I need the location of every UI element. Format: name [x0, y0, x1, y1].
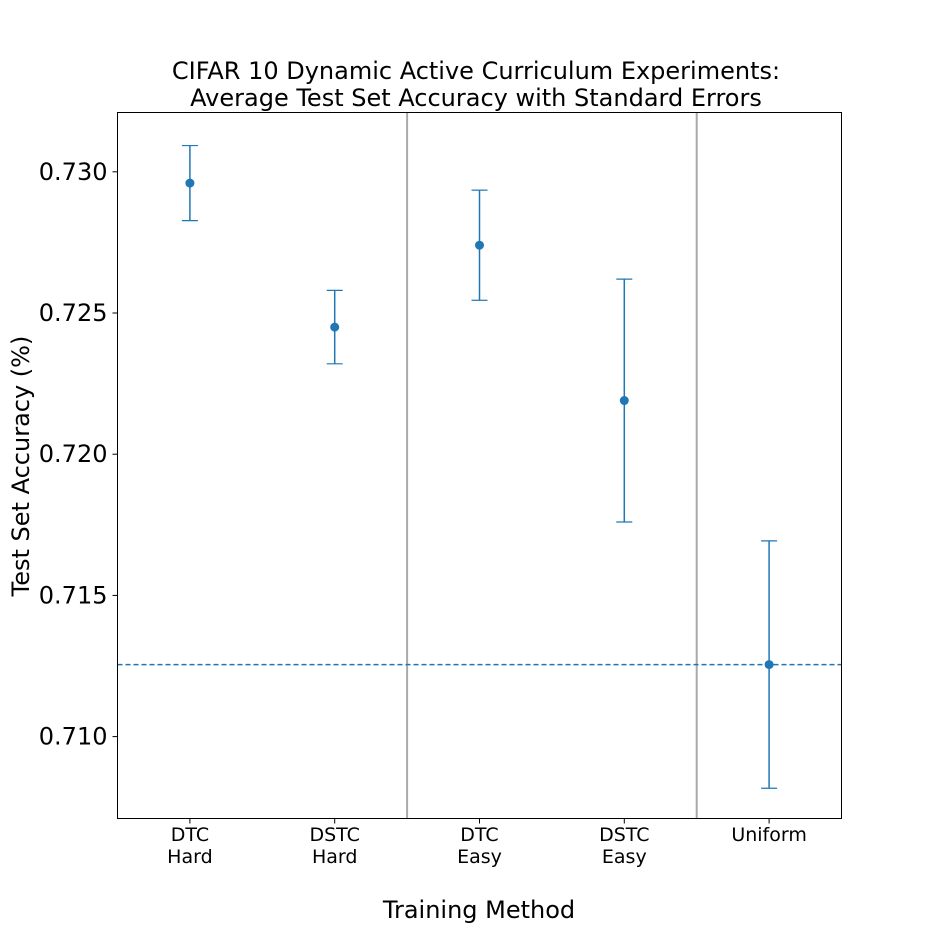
chart-title-line-2: Average Test Set Accuracy with Standard … — [190, 84, 762, 112]
y-tick-label-3: 0.720 — [39, 440, 108, 468]
x-tick-label-3-line-1: DTC — [460, 824, 498, 846]
y-tick-label-5: 0.730 — [39, 158, 108, 186]
data-point-4 — [619, 396, 629, 406]
plot-area — [117, 112, 842, 819]
chart-title-line-1: CIFAR 10 Dynamic Active Curriculum Exper… — [172, 57, 780, 85]
y-axis-label: Test Set Accuracy (%) — [7, 336, 35, 598]
x-tick-label-5-line-1: Uniform — [731, 824, 807, 846]
x-tick-label-3-line-2: Easy — [457, 846, 502, 868]
y-axis: 0.710 0.715 0.720 0.725 0.730 — [39, 158, 118, 751]
x-tick-label-4-line-1: DSTC — [599, 824, 649, 846]
x-tick-label-1-line-1: DTC — [171, 824, 209, 846]
x-tick-label-1-line-2: Hard — [167, 846, 212, 868]
y-tick-label-2: 0.715 — [39, 581, 108, 609]
data-point-1 — [185, 178, 195, 188]
y-tick-label-1: 0.710 — [39, 723, 108, 751]
y-tick-label-4: 0.725 — [39, 299, 108, 327]
data-point-2 — [330, 322, 340, 332]
data-point-3 — [475, 240, 484, 250]
x-tick-label-2-line-1: DSTC — [309, 824, 359, 846]
data-point-5 — [764, 660, 774, 670]
x-tick-label-2-line-2: Hard — [312, 846, 357, 868]
x-axis-label: Training Method — [382, 896, 575, 924]
x-tick-label-4-line-2: Easy — [602, 846, 647, 868]
